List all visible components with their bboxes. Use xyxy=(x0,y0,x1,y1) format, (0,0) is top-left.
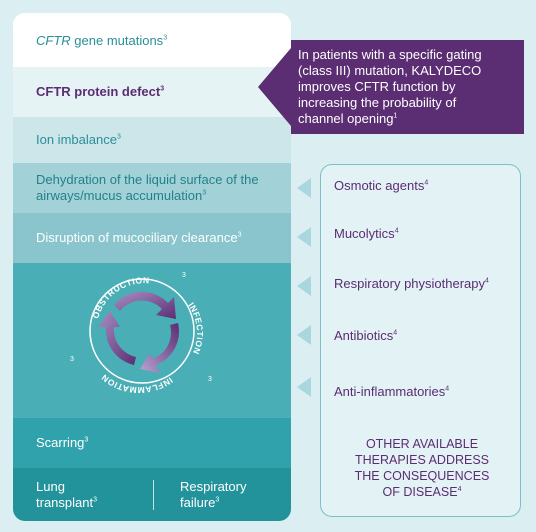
obstruction-ref: 3 xyxy=(182,272,186,279)
therapy-respiratory-physiotherapy: Respiratory physiotherapy4 xyxy=(334,276,489,291)
inflammation-ref: 3 xyxy=(70,356,74,363)
band-scarring: Scarring3 xyxy=(13,418,291,468)
ion-imbalance-label: Ion imbalance3 xyxy=(36,132,121,147)
therapies-panel xyxy=(320,164,521,517)
scarring-label: Scarring3 xyxy=(36,435,89,450)
callout-text: In patients with a specific gating (clas… xyxy=(298,47,482,126)
therapy-antibiotics: Antibiotics4 xyxy=(334,328,398,343)
disease-cascade-stack: CFTR gene mutations3 CFTR protein defect… xyxy=(13,13,291,521)
cycle-arrow-top xyxy=(114,291,176,319)
protein-defect-label: CFTR protein defect3 xyxy=(36,84,165,99)
cycle-ring xyxy=(89,278,195,384)
band-protein-defect: CFTR protein defect3 xyxy=(13,67,291,117)
band-ion-imbalance: Ion imbalance3 xyxy=(13,117,291,163)
kalydeco-callout: In patients with a specific gating (clas… xyxy=(258,40,524,134)
band-disruption: Disruption of mucociliary clearance3 xyxy=(13,213,291,263)
vicious-cycle-diagram: OBSTRUCTION INFECTION INFLAMMATION 3 3 3 xyxy=(70,272,212,393)
cycle-arrow-left xyxy=(98,311,136,365)
callout-shape xyxy=(258,40,524,134)
arrow-left-icon xyxy=(297,377,311,397)
infection-label: INFECTION xyxy=(186,300,205,355)
dehydration-label: Dehydration of the liquid surface of the… xyxy=(36,172,259,203)
arrow-left-icon xyxy=(297,227,311,247)
therapy-osmotic-agents: Osmotic agents4 xyxy=(334,178,429,193)
respiratory-failure-label: Respiratory failure3 xyxy=(180,479,247,510)
infection-ref: 3 xyxy=(208,376,212,383)
band-cycle xyxy=(13,263,291,418)
gene-mutations-label: CFTR gene mutations3 xyxy=(36,33,168,48)
outcome-divider xyxy=(153,480,154,510)
band-gene-mutations: CFTR gene mutations3 xyxy=(13,13,291,67)
band-dehydration: Dehydration of the liquid surface of the… xyxy=(13,163,291,213)
therapy-anti-inflammatories: Anti-inflammatories4 xyxy=(334,384,450,399)
therapy-mucolytics: Mucolytics4 xyxy=(334,226,399,241)
arrow-left-icon xyxy=(297,178,311,198)
arrow-left-icon xyxy=(297,276,311,296)
band-outcomes: Lung transplant3 Respiratory failure3 xyxy=(13,468,291,521)
cycle-arrow-right xyxy=(140,323,180,373)
lung-transplant-label: Lung transplant3 xyxy=(36,479,97,510)
arrow-left-icon xyxy=(297,325,311,345)
other-therapies-note: OTHER AVAILABLE THERAPIES ADDRESS THE CO… xyxy=(354,437,490,499)
disruption-label: Disruption of mucociliary clearance3 xyxy=(36,230,242,245)
